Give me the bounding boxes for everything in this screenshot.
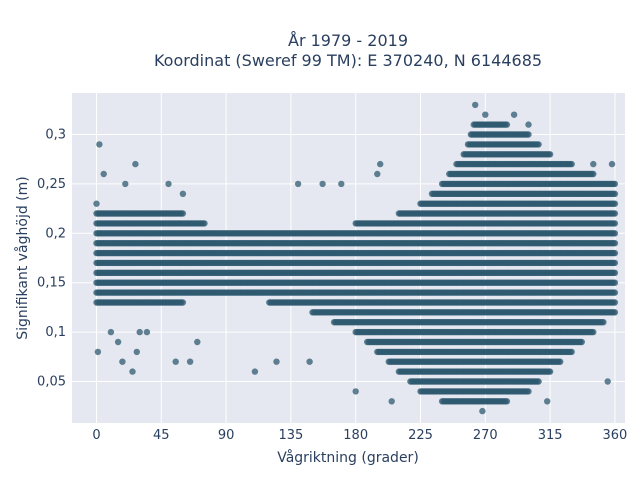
data-point [546, 151, 554, 158]
data-point [179, 210, 187, 217]
data-point [179, 299, 187, 306]
data-point [503, 398, 511, 405]
data-points [93, 101, 619, 415]
data-point [546, 368, 554, 375]
data-point [201, 220, 208, 227]
data-point [503, 121, 511, 128]
data-point [535, 378, 542, 385]
data-point [535, 141, 542, 148]
data-point [525, 388, 532, 395]
plot-area [72, 93, 625, 423]
data-point [525, 131, 532, 138]
data-point [482, 111, 489, 118]
data-point [557, 358, 564, 365]
data-point [568, 160, 575, 168]
data-point [568, 348, 575, 356]
data-point [93, 200, 100, 207]
data-point [578, 338, 585, 346]
